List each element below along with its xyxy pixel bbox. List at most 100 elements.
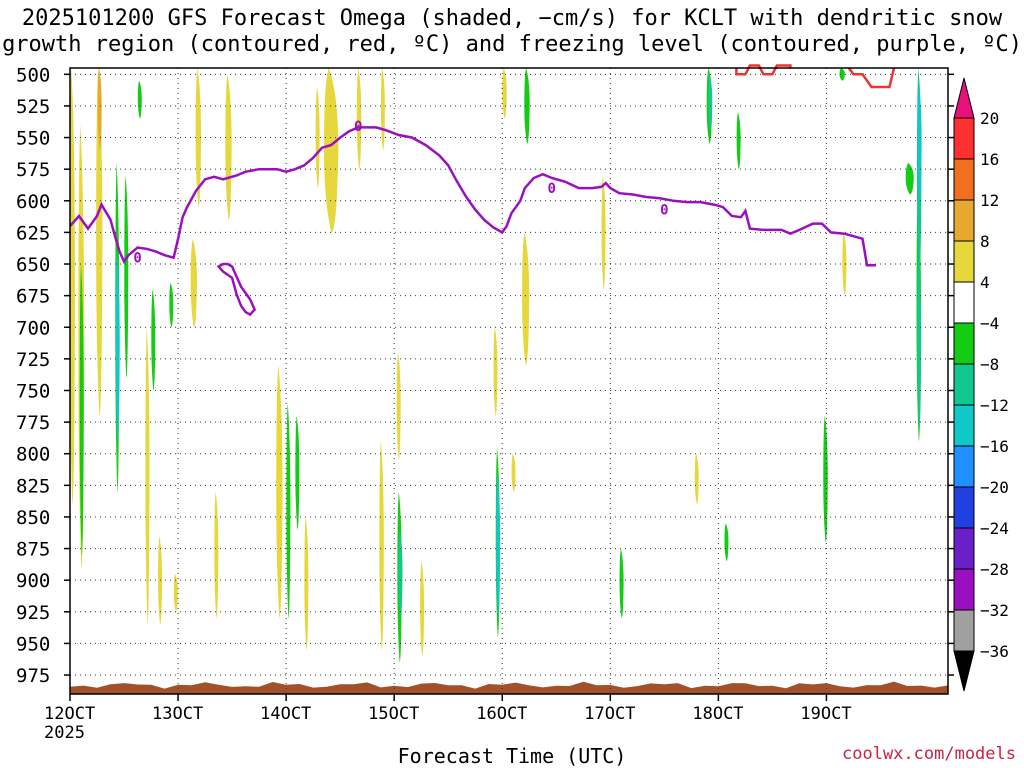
y-tick-label-1: 525 (16, 96, 50, 118)
colorbar-label-7: −12 (980, 396, 1009, 415)
colorbar-label-12: −32 (980, 601, 1009, 620)
colorbar-label-6: −8 (980, 355, 999, 374)
y-tick-label-0: 500 (16, 64, 50, 86)
y-tick-label-10: 750 (16, 380, 50, 402)
y-tick-label-17: 925 (16, 602, 50, 624)
colorbar-label-13: −36 (980, 642, 1009, 661)
omega-region-45 (823, 415, 828, 543)
omega-region-17 (214, 491, 219, 619)
omega-region-30 (420, 561, 425, 657)
y-tick-label-16: 900 (16, 570, 50, 592)
colorbar-segment-8 (953, 445, 975, 488)
omega-region-4 (97, 68, 102, 151)
colorbar-label-3: 8 (980, 232, 990, 251)
omega-region-0 (69, 68, 75, 505)
omega-region-23 (356, 68, 362, 170)
colorbar-segment-1 (953, 158, 975, 201)
omega-region-2 (79, 264, 84, 555)
colorbar-label-8: −16 (980, 437, 1009, 456)
colorbar-label-2: 12 (980, 191, 999, 210)
omega-region-22 (323, 68, 339, 233)
freezing-level-label-3: 0 (133, 251, 141, 267)
colorbar-label-11: −28 (980, 560, 1009, 579)
omega-region-52 (917, 86, 922, 201)
omega-region-8 (137, 80, 142, 119)
omega-region-20 (295, 415, 300, 530)
y-tick-label-6: 650 (16, 254, 50, 276)
freezing-level-label-2: 0 (660, 203, 668, 219)
freezing-level-loop (216, 262, 257, 317)
omega-region-48 (905, 162, 914, 195)
colorbar-label-9: −20 (980, 478, 1009, 497)
omega-region-36 (524, 68, 530, 144)
y-tick-label-7: 675 (16, 286, 50, 308)
credit-link[interactable]: coolwx.com/models (842, 744, 1016, 764)
omega-region-3 (96, 68, 103, 416)
y-tick-label-18: 950 (16, 633, 50, 655)
colorbar-segment-4 (953, 281, 975, 324)
x-tick-label-0: 12OCT (44, 704, 95, 724)
chart-title-line-1: 2025101200 GFS Forecast Omega (shaded, −… (21, 6, 1003, 31)
omega-region-9 (145, 327, 150, 625)
omega-region-18 (276, 365, 283, 619)
colorbar-label-1: 16 (980, 150, 999, 169)
y-tick-label-8: 700 (16, 317, 50, 339)
y-tick-label-12: 800 (16, 444, 50, 466)
y-tick-label-4: 600 (16, 191, 50, 213)
colorbar-segment-9 (953, 486, 975, 529)
y-tick-label-11: 775 (16, 412, 50, 434)
colorbar-segment-7 (953, 404, 975, 447)
y-tick-label-14: 850 (16, 507, 50, 529)
freezing-level-label-0: 0 (354, 119, 362, 135)
omega-region-25 (304, 516, 309, 650)
plot-frame (69, 67, 949, 695)
y-tick-label-3: 575 (16, 159, 50, 181)
omega-region-21 (315, 86, 320, 189)
y-tick-label-15: 875 (16, 539, 50, 561)
omega-region-13 (169, 282, 174, 328)
omega-region-12 (173, 573, 178, 612)
terrain (70, 681, 948, 694)
freezing-level-label-1: 0 (548, 181, 556, 197)
colorbar-segment-12 (953, 609, 975, 652)
omega-region-6 (115, 251, 120, 442)
freezing-level-contour (69, 126, 876, 267)
y-tick-label-19: 975 (16, 665, 50, 687)
dgz-contour-a (735, 64, 792, 76)
colorbar-segment-11 (953, 568, 975, 611)
colorbar-top-arrow (953, 77, 975, 119)
omega-region-32 (496, 472, 501, 619)
x-tick-label-2: 14OCT (260, 704, 311, 724)
plot-area (70, 68, 948, 694)
colorbar-bottom-arrow (953, 650, 975, 692)
omega-region-39 (619, 548, 624, 619)
x-tick-label-3: 15OCT (368, 704, 419, 724)
y-tick-label-5: 625 (16, 222, 50, 244)
colorbar-label-10: −24 (980, 519, 1009, 538)
x-tick-label-4: 16OCT (476, 704, 527, 724)
chart-title-line-2: growth region (contoured, red, ºC) and f… (2, 32, 1022, 57)
omega-region-16 (225, 74, 232, 220)
colorbar-segment-0 (953, 117, 975, 160)
x-tick-label-7: 19OCT (800, 704, 851, 724)
colorbar-label-4: 4 (980, 273, 990, 292)
omega-region-19 (286, 403, 291, 619)
omega-region-29 (396, 352, 401, 461)
y-tick-label-2: 550 (16, 128, 50, 150)
x-tick-sublabel-0: 2025 (44, 723, 85, 743)
colorbar-label-0: 20 (980, 109, 999, 128)
colorbar-segment-6 (953, 363, 975, 406)
colorbar-segment-3 (953, 240, 975, 283)
colorbar-segment-10 (953, 527, 975, 570)
y-tick-label-9: 725 (16, 349, 50, 371)
x-tick-label-5: 17OCT (584, 704, 635, 724)
omega-region-10 (151, 289, 156, 391)
omega-region-38 (601, 175, 606, 290)
omega-region-41 (708, 74, 713, 132)
colorbar-segment-5 (953, 322, 975, 365)
omega-region-43 (694, 453, 699, 505)
omega-region-26 (379, 441, 384, 650)
colorbar-label-5: −4 (980, 314, 999, 333)
omega-region-33 (493, 327, 498, 416)
